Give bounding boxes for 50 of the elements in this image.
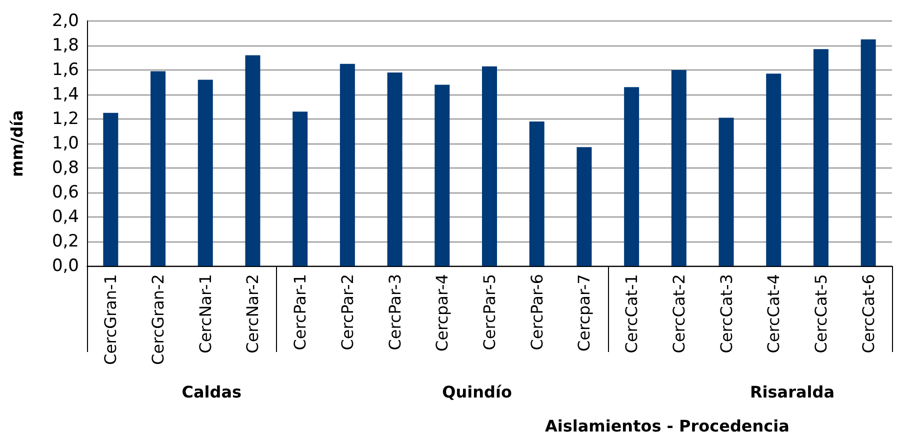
- x-axis-title: Aislamientos - Procedencia: [545, 416, 790, 436]
- x-tick-label: CercCat-4: [764, 274, 784, 354]
- y-tick-label: 2,0: [52, 11, 79, 31]
- text: Risaralda: [750, 382, 834, 402]
- bar: [340, 64, 355, 266]
- bar: [718, 118, 734, 266]
- x-tick-label: CercNar-2: [243, 274, 262, 354]
- y-tick-label: 1,8: [52, 36, 79, 56]
- y-axis-title: mm/día: [8, 110, 26, 177]
- x-tick-label: CercCat-3: [716, 274, 736, 354]
- bar: [150, 71, 166, 266]
- bar: [766, 74, 782, 266]
- bar: [529, 121, 544, 266]
- bar: [624, 87, 640, 266]
- bar: [671, 70, 686, 266]
- bar: [576, 147, 592, 266]
- x-tick-label: CercCat-2: [669, 274, 688, 354]
- x-tick-label: Cercpar-7: [574, 274, 594, 352]
- x-tick-label: CercPar-1: [290, 274, 310, 350]
- bar: [292, 112, 308, 266]
- y-tick-label: 0,4: [52, 207, 79, 227]
- bar: [813, 49, 828, 266]
- y-tick-label: 0,2: [52, 232, 79, 252]
- x-tick-label: CercPar-5: [480, 274, 499, 350]
- bar: [860, 39, 876, 266]
- x-tick-label: CercGran-1: [101, 274, 120, 365]
- x-tick-label: CercCat-5: [811, 274, 830, 354]
- y-tick-label: 1,0: [52, 134, 79, 154]
- x-tick-label: CercGran-2: [148, 274, 168, 365]
- y-tick-label: 1,4: [52, 84, 79, 104]
- x-tick-label: CercPar-2: [338, 274, 357, 350]
- x-tick-label: CercCat-1: [622, 274, 642, 354]
- x-tick-label: CercCat-6: [858, 274, 878, 354]
- bar: [387, 72, 402, 266]
- text: Quindío: [442, 382, 512, 402]
- bar: [482, 66, 497, 266]
- y-tick-label: 0,8: [52, 158, 79, 178]
- bar: [245, 55, 260, 266]
- y-tick-label: 0,0: [52, 256, 79, 276]
- x-tick-label: CercNar-1: [196, 274, 215, 354]
- x-tick-label: CercPar-3: [385, 274, 404, 350]
- y-tick-label: 1,6: [52, 60, 79, 80]
- text: Caldas: [182, 382, 242, 402]
- y-tick-label: 0,6: [52, 182, 79, 202]
- bar: [198, 80, 213, 266]
- x-tick-label: CercPar-6: [527, 274, 546, 350]
- bar: [434, 84, 450, 266]
- y-tick-label: 1,2: [52, 109, 79, 129]
- x-tick-label: Cercpar-4: [432, 274, 452, 352]
- bar: [103, 112, 118, 266]
